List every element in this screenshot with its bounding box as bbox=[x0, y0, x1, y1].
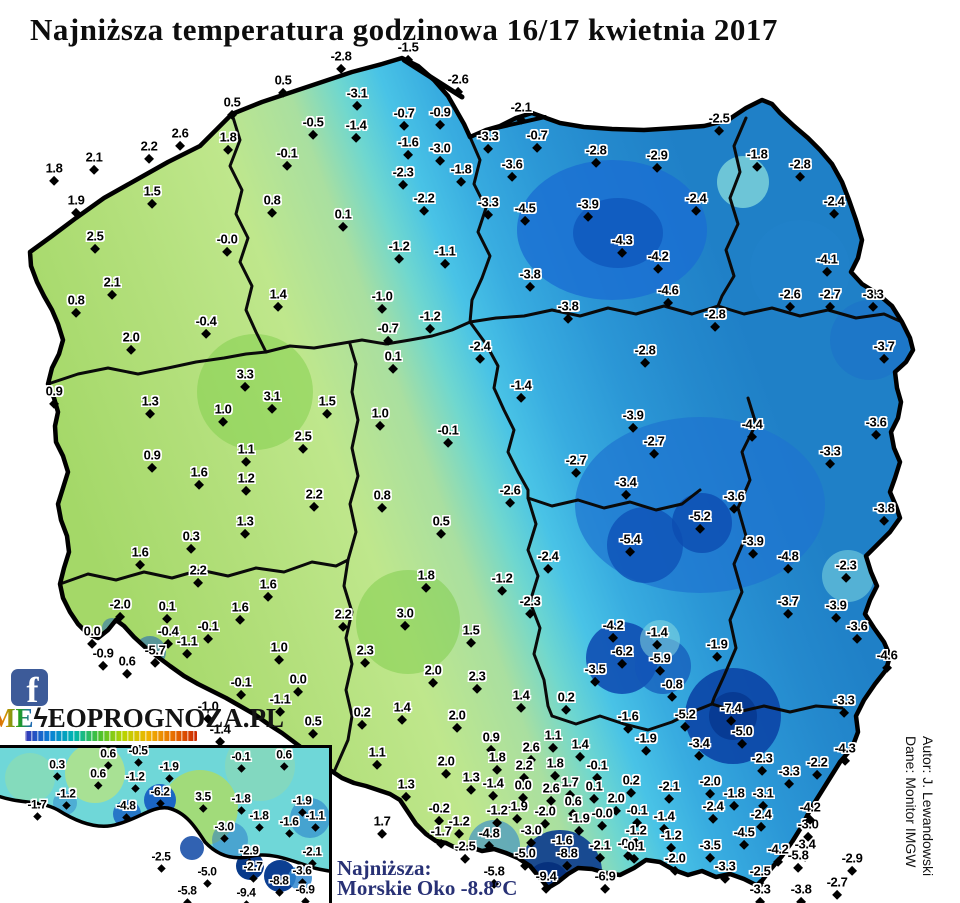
map-title: Najniższa temperatura godzinowa 16/17 kw… bbox=[30, 12, 778, 47]
credits: Autor: J. Lewandowski Dane: Monitor IMGW bbox=[902, 736, 936, 876]
lightning-icon: ϟ bbox=[33, 703, 48, 733]
mountain-inset-map bbox=[0, 731, 336, 903]
brand-suffix: EOPROGNOZA.PL bbox=[47, 703, 285, 733]
credit-author: Autor: J. Lewandowski bbox=[920, 736, 936, 877]
minimum-annotation-label: Najniższa: bbox=[337, 856, 432, 880]
hel-peninsula bbox=[401, 57, 465, 100]
minimum-annotation: Najniższa: Morskie Oko -8.8°C bbox=[337, 856, 518, 900]
internal-borders bbox=[46, 112, 904, 774]
credit-source: Dane: Monitor IMGW bbox=[903, 736, 919, 868]
facebook-icon[interactable]: f bbox=[11, 669, 48, 706]
minimum-annotation-value: Morskie Oko -8.8°C bbox=[337, 876, 518, 900]
facebook-f-glyph: f bbox=[26, 670, 39, 706]
brand-logo: MEϟEOPROGNOZA.PL bbox=[0, 703, 284, 734]
brand-prefix: ME bbox=[0, 703, 34, 733]
temperature-scale-bar bbox=[25, 731, 197, 741]
